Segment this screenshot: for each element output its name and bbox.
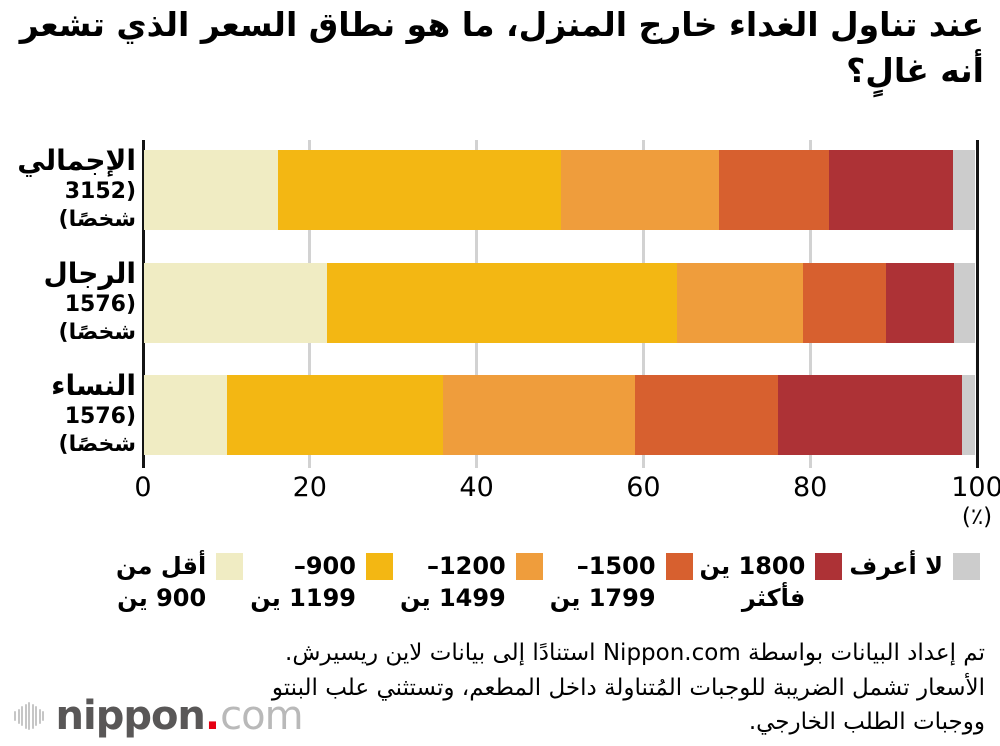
x-tick-label: 60	[626, 472, 661, 503]
category-name: الإجمالي	[17, 144, 136, 178]
bar-row	[144, 263, 976, 343]
legend-swatch	[216, 553, 244, 580]
x-axis-unit: (٪)	[961, 504, 993, 530]
legend-item: أقل من 900 ين	[116, 550, 244, 615]
bar-segment	[962, 375, 976, 455]
legend-item: 900– 1199 ين	[250, 550, 393, 615]
axis-line	[141, 140, 145, 468]
bar-segment	[719, 150, 829, 230]
bar-segment	[327, 263, 677, 343]
legend-label-line2: 1199 ين	[250, 584, 356, 613]
legend-label-line2: 900 ين	[117, 584, 207, 613]
source-note-line: تم إعداد البيانات بواسطة Nippon.com استن…	[285, 640, 985, 666]
category-name: النساء	[51, 369, 136, 403]
bar-segment	[828, 150, 953, 230]
x-tick-label: 40	[459, 472, 494, 503]
bar-segment	[953, 263, 976, 343]
bar-segment	[635, 375, 778, 455]
bar-segment	[676, 263, 803, 343]
logo-brand-dot: .	[204, 693, 221, 739]
x-tick-label: 80	[793, 472, 828, 503]
x-tick-label: 100	[951, 472, 1000, 503]
x-tick-label: 0	[134, 472, 152, 503]
bar-segment	[886, 263, 954, 343]
bar-segment	[443, 375, 636, 455]
category-count: (3152 شخصًا)	[58, 178, 136, 233]
category-count: (1576 شخصًا)	[58, 403, 136, 458]
legend-swatch	[665, 553, 693, 580]
bar-segment	[777, 375, 963, 455]
category-label: الرجال (1576 شخصًا)	[0, 258, 136, 345]
bar-segment	[144, 375, 228, 455]
bar-segment	[227, 375, 444, 455]
legend-label-line2: 1499 ين	[399, 584, 506, 613]
legend-swatch	[952, 553, 980, 580]
source-note-line: الأسعار تشمل الضريبة للوجبات المُتناولة …	[271, 674, 985, 701]
bar-segment	[144, 150, 279, 230]
axis-line	[975, 140, 979, 468]
bar-segment	[560, 150, 720, 230]
legend-label: 900– 1199 ين	[250, 550, 356, 615]
bar-segment	[802, 263, 887, 343]
legend-label: لا أعرف	[849, 550, 943, 582]
legend-label-line1: 900–	[293, 552, 356, 580]
legend-swatch	[515, 553, 543, 580]
plot-area: الإجمالي (3152 شخصًا) الرجال (1576 شخصًا) ال…	[0, 140, 1000, 468]
legend-label-line1: 1200–	[426, 552, 506, 580]
category-count: (1576 شخصًا)	[58, 291, 136, 346]
category-name: الرجال	[43, 257, 136, 291]
bar-row	[144, 150, 976, 230]
logo-brand-bold: nippon	[55, 693, 206, 739]
chart-title: عند تناول الغداء خارج المنزل، ما هو نطاق…	[19, 5, 984, 90]
legend-swatch	[365, 553, 393, 580]
category-label: النساء (1576 شخصًا)	[0, 370, 136, 457]
legend-item: 1200– 1499 ين	[400, 550, 543, 615]
legend-label-line2: 1799 ين	[549, 584, 656, 613]
legend-label: 1500– 1799 ين	[550, 550, 656, 615]
source-note-line: ووجبات الطلب الخارجي.	[748, 709, 985, 735]
legend-label: 1800 ين فأكثر	[700, 550, 806, 615]
legend-item: لا أعرف	[849, 550, 980, 582]
logo-brand-light: com	[220, 693, 303, 739]
legend-item: 1500– 1799 ين	[550, 550, 693, 615]
legend-label: أقل من 900 ين	[116, 550, 206, 615]
legend-label-line1: 1800 ين	[699, 552, 806, 580]
waveform-icon	[14, 702, 46, 730]
bar-row	[144, 375, 976, 455]
legend-label-line2: فأكثر	[741, 584, 806, 613]
legend-label-line1: لا أعرف	[849, 552, 943, 580]
x-tick-label: 20	[292, 472, 327, 503]
bar-segment	[144, 263, 328, 343]
bar-segment	[952, 150, 976, 230]
legend-label-line1: 1500–	[576, 552, 656, 580]
legend-label: 1200– 1499 ين	[400, 550, 506, 615]
bar-segment	[278, 150, 561, 230]
x-axis: 0 20 40 60 80 100 (٪)	[0, 470, 1000, 540]
legend-swatch	[815, 553, 843, 580]
legend-label-line1: أقل من	[116, 552, 207, 580]
legend: أقل من 900 ين 900– 1199 ين 1200– 1499 ين 1500–…	[116, 550, 980, 615]
source-note: تم إعداد البيانات بواسطة Nippon.com استن…	[230, 636, 985, 740]
category-label: الإجمالي (3152 شخصًا)	[0, 145, 136, 232]
nippon-logo: nippon . com	[14, 690, 304, 742]
legend-item: 1800 ين فأكثر	[700, 550, 843, 615]
